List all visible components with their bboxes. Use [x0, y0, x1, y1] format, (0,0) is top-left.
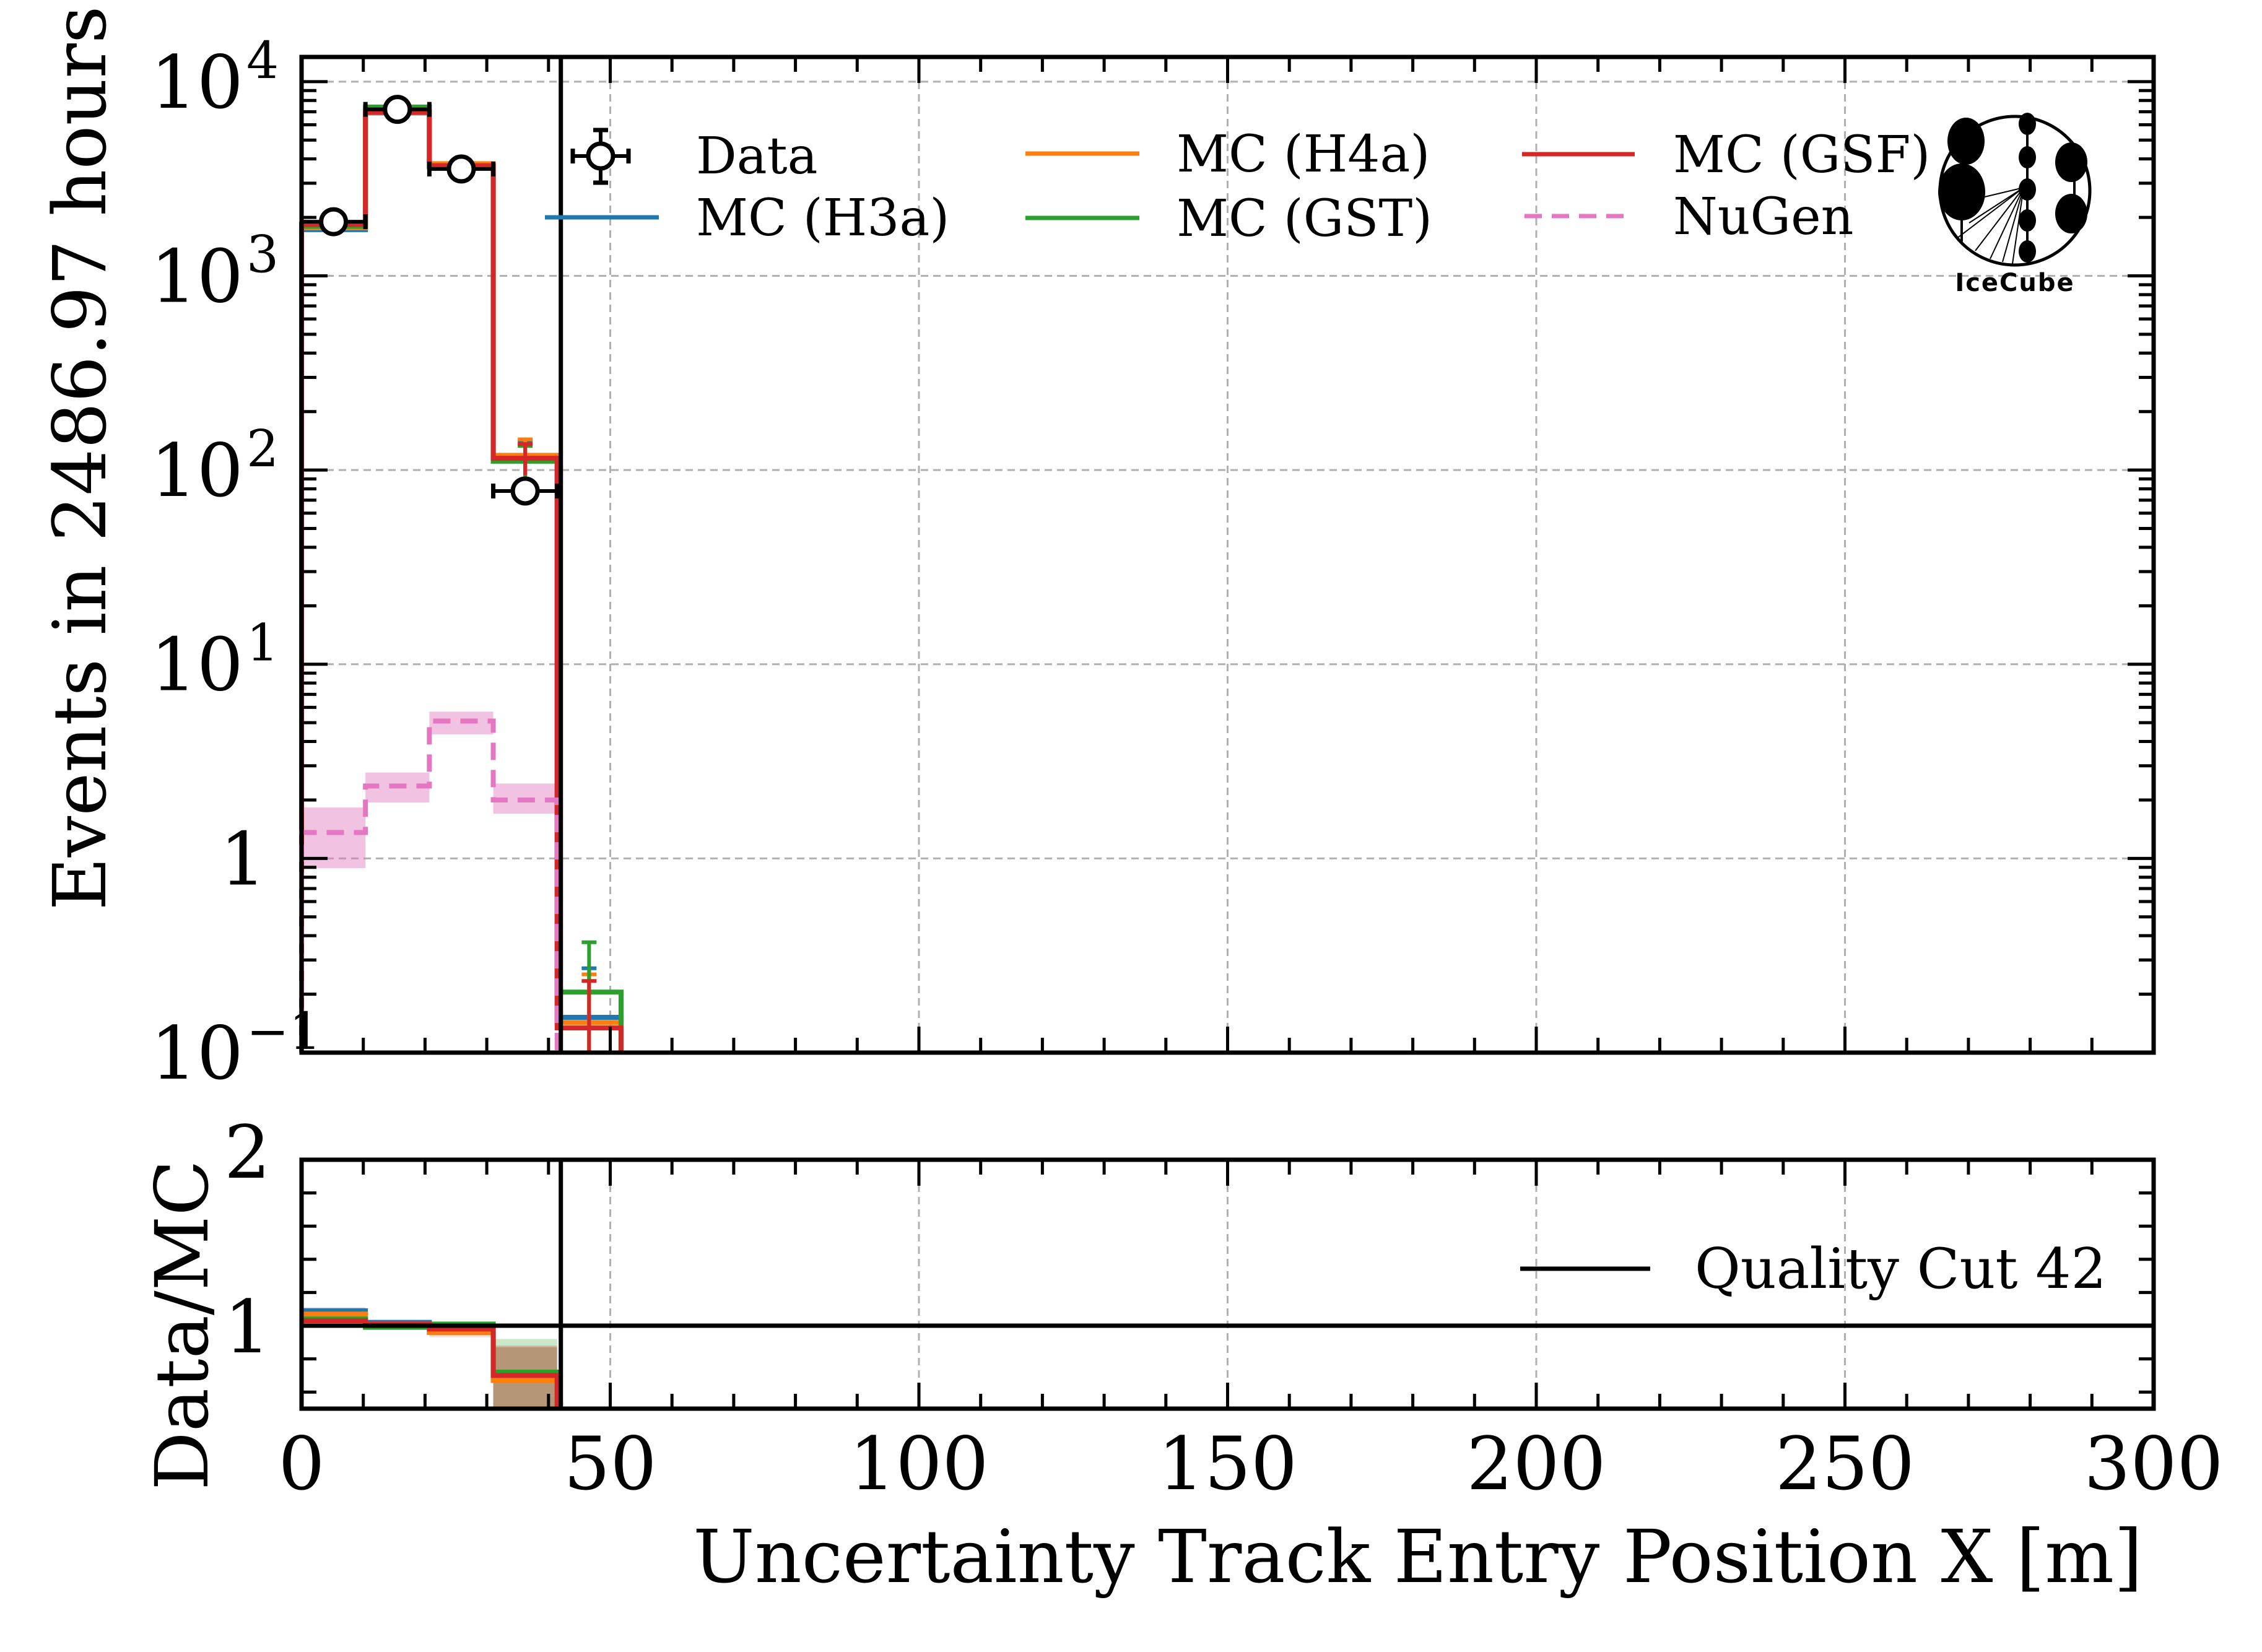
x-tick-label: 300 — [2084, 1421, 2223, 1506]
main-y-tick-label-exponent: 4 — [246, 32, 279, 90]
main-y-tick-label: 10 — [150, 428, 243, 513]
legend-label-h4a: MC (H4a) — [1177, 125, 1430, 184]
data-point — [446, 154, 476, 184]
main-y-tick-label-exponent: 1 — [246, 614, 279, 673]
legend-label-data: Data — [696, 127, 817, 186]
main-axes-frame — [299, 54, 2156, 1055]
x-tick-label: 200 — [1466, 1421, 1606, 1506]
legend-main: Data MC (H3a) MC (H4a) MC (GST) MC (GSF)… — [545, 125, 1930, 248]
legend-label-nugen: NuGen — [1673, 188, 1853, 246]
legend-label-gst: MC (GST) — [1177, 189, 1432, 248]
main-y-tick-label-exponent: 3 — [246, 225, 279, 284]
ratio-step-mc-gsf- — [302, 1318, 560, 1409]
ratio-axes-frame — [299, 1157, 2156, 1411]
x-tick-labels: 0 50 100 150 200 250 300 — [278, 1421, 2223, 1506]
icecube-logo-text: IceCube — [1955, 269, 2074, 297]
ratio-band — [493, 1347, 557, 1409]
main-y-tick-label: 10 — [150, 40, 243, 125]
legend-label-gsf: MC (GSF) — [1673, 126, 1930, 185]
ratio-y-tick-label-1: 1 — [224, 1284, 271, 1370]
main-data-points — [299, 95, 560, 506]
step-nugen — [299, 718, 560, 1053]
icecube-logo-icon: IceCube — [1938, 113, 2092, 297]
x-tick-label: 0 — [278, 1421, 324, 1506]
main-y-tick-label-exponent: 2 — [246, 420, 279, 479]
main-y-tick-label: 1 — [220, 816, 266, 902]
ratio-series — [302, 1308, 560, 1409]
ratio-gridlines — [609, 1160, 1846, 1409]
main-gridlines — [302, 57, 2154, 1053]
legend-label-quality-cut: Quality Cut 42 — [1695, 1237, 2107, 1302]
x-axis-label: Uncertainty Track Entry Position X [m] — [693, 1514, 2142, 1599]
ratio-band — [493, 1347, 557, 1409]
legend-ratio: Quality Cut 42 — [1520, 1237, 2107, 1302]
main-y-tick-label: 10 — [150, 1011, 243, 1096]
ratio-y-axis-label: Data/MC — [139, 1160, 225, 1490]
x-tick-label: 250 — [1775, 1421, 1915, 1506]
legend-label-h3a: MC (H3a) — [696, 189, 949, 248]
x-tick-label: 50 — [563, 1421, 656, 1506]
main-y-axis-label: Events in 2486.97 hours — [37, 6, 123, 911]
main-ticks — [302, 57, 2154, 1054]
x-tick-label: 150 — [1158, 1421, 1297, 1506]
main-y-tick-label: 10 — [150, 622, 243, 708]
ratio-y-tick-label-2: 2 — [224, 1110, 271, 1195]
legend-data-marker — [570, 128, 631, 185]
data-point — [510, 476, 540, 506]
x-tick-label: 100 — [849, 1421, 988, 1506]
main-y-tick-label-exponent: −1 — [246, 1002, 321, 1061]
data-point — [319, 207, 349, 237]
data-point — [383, 95, 412, 124]
main-y-tick-label: 10 — [150, 233, 243, 319]
